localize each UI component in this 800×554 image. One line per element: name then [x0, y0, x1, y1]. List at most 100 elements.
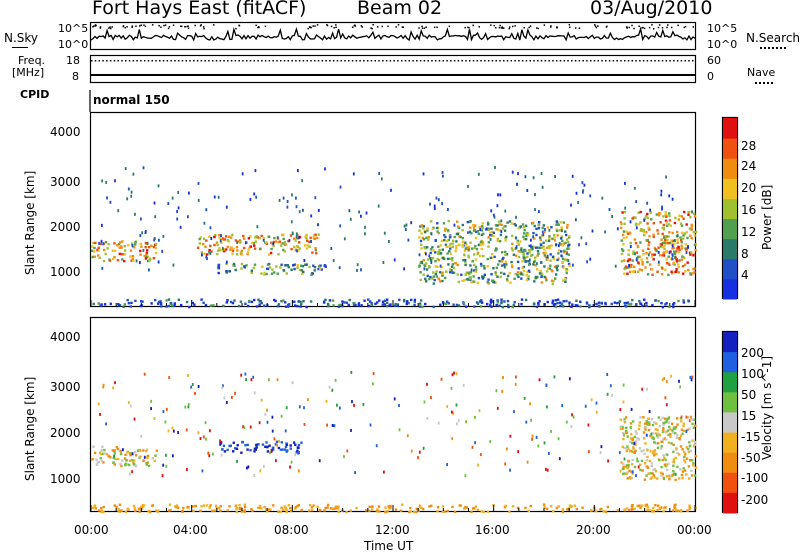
velocity-echo-cell [133, 459, 136, 462]
power-echo-cell [540, 246, 543, 249]
velocity-echo-cell [689, 449, 692, 453]
velocity-echo-cell [679, 468, 682, 471]
power-echo-cell [600, 302, 603, 305]
power-echo-cell [466, 220, 469, 224]
power-echo-cell [624, 265, 628, 268]
power-echo-cell [521, 260, 524, 263]
power-echo-cell [448, 250, 451, 253]
power-echo-cell [521, 223, 525, 226]
velocity-scatter-cell [150, 407, 152, 411]
power-scatter-cell [530, 238, 532, 242]
velocity-echo-cell [656, 508, 659, 512]
velocity-echo-cell [155, 509, 158, 512]
power-echo-cell [284, 301, 287, 304]
velocity-scatter-cell [543, 441, 546, 445]
power-echo-cell [433, 278, 436, 282]
velocity-scatter-cell [495, 389, 498, 393]
nave-dot [204, 60, 206, 62]
power-echo-cell [465, 305, 468, 308]
power-echo-cell [139, 242, 142, 246]
power-echo-cell [435, 275, 438, 278]
nave-dot [416, 60, 418, 62]
xtick-3: 12:00 [375, 523, 410, 537]
power-echo-cell [247, 237, 251, 240]
velocity-echo-cell [661, 416, 664, 420]
power-echo-cell [453, 235, 456, 239]
power-echo-cell [565, 269, 568, 273]
velocity-echo-cell [630, 441, 634, 445]
nave-dot [106, 60, 108, 62]
power-echo-cell [628, 258, 632, 261]
power-echo-cell [663, 241, 666, 245]
velocity-echo-cell [234, 447, 237, 450]
velocity-scatter-cell [143, 455, 146, 459]
velocity-echo-cell [126, 507, 129, 510]
noise-right-top-tick: 10^5 [707, 22, 738, 35]
velocity-echo-cell [581, 506, 584, 509]
power-echo-cell [556, 258, 559, 262]
power-echo-cell [661, 306, 665, 309]
power-echo-cell [543, 254, 546, 257]
power-scatter-cell [571, 174, 574, 178]
velocity-scatter-cell [333, 424, 336, 428]
power-echo-cell [510, 264, 514, 267]
power-echo-cell [443, 234, 446, 237]
velocity-echo-cell [694, 474, 697, 477]
power-echo-cell [528, 249, 531, 252]
power-echo-cell [231, 301, 235, 305]
power-colorbar-segment [723, 158, 737, 179]
power-echo-cell [287, 305, 290, 308]
noise-search-dot [310, 26, 312, 29]
power-scatter-cell [423, 267, 426, 271]
power-scatter-cell [295, 232, 298, 236]
velocity-echo-cell [274, 443, 278, 446]
power-echo-cell [468, 220, 471, 224]
power-echo-cell [466, 246, 470, 249]
velocity-echo-cell [228, 505, 231, 508]
power-echo-cell [546, 258, 549, 261]
velocity-echo-cell [672, 460, 675, 463]
velocity-echo-cell [683, 469, 687, 472]
power-echo-cell [687, 300, 690, 303]
velocity-echo-cell [690, 469, 693, 472]
velocity-echo-cell [639, 468, 642, 472]
power-scatter-cell [291, 232, 294, 236]
power-echo-cell [464, 241, 467, 244]
power-echo-cell [464, 273, 467, 276]
power-echo-cell [498, 223, 501, 226]
power-scatter-cell [578, 243, 580, 247]
power-echo-cell [255, 235, 258, 238]
velocity-scatter-cell [446, 463, 448, 466]
noise-search-dot [158, 24, 160, 27]
power-echo-cell [482, 255, 485, 258]
power-echo-cell [468, 273, 471, 276]
power-echo-cell [566, 247, 569, 251]
power-echo-cell [539, 269, 542, 273]
velocity-echo-cell [100, 459, 103, 463]
nave-dot [480, 60, 482, 62]
power-echo-cell [637, 211, 640, 214]
velocity-scatter-cell [97, 402, 100, 406]
velocity-echo-cell [124, 510, 128, 514]
velocity-echo-cell [408, 510, 411, 514]
noise-search-dot [472, 24, 474, 27]
velocity-scatter-cell [663, 377, 666, 380]
nave-dot [623, 60, 626, 62]
velocity-scatter-cell [606, 392, 609, 396]
power-echo-cell [467, 254, 470, 257]
power-scatter-cell [130, 194, 133, 198]
power-echo-cell [520, 272, 523, 275]
power-echo-cell [461, 223, 464, 227]
power-scatter-cell [162, 234, 165, 238]
power-echo-cell [320, 268, 323, 271]
velocity-echo-cell [470, 510, 473, 514]
velocity-echo-cell [549, 505, 553, 508]
power-echo-cell [689, 215, 692, 219]
power-echo-cell [300, 302, 303, 306]
power-echo-cell [204, 245, 207, 248]
vel-cb-m100: -100 [741, 471, 769, 485]
power-echo-cell [559, 237, 563, 240]
velocity-scatter-cell [102, 383, 105, 387]
velocity-echo-cell [629, 422, 633, 425]
power-scatter-cell [581, 181, 584, 185]
